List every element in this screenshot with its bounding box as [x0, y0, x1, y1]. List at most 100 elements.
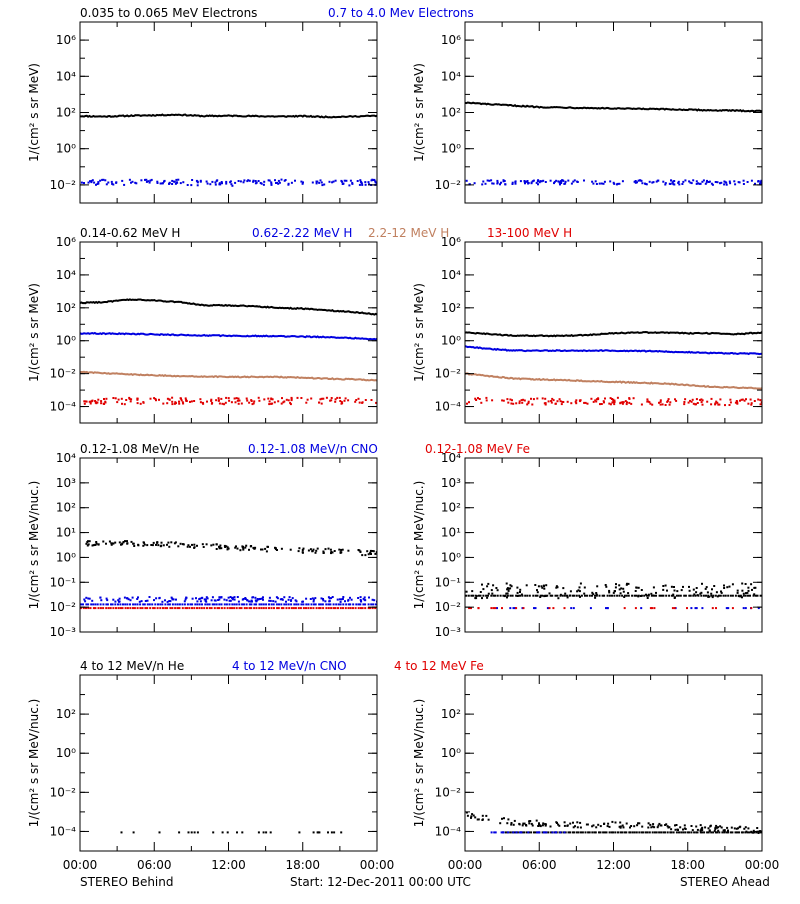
data-point [316, 180, 319, 183]
data-point [344, 600, 346, 603]
data-point [591, 594, 593, 597]
data-point [608, 594, 611, 597]
data-point [182, 181, 185, 184]
data-point [148, 181, 151, 184]
data-point [628, 831, 631, 834]
data-point [198, 607, 201, 610]
y-tick-label: 10² [441, 106, 461, 120]
data-point [248, 603, 251, 606]
data-point [175, 178, 178, 181]
data-point [536, 594, 539, 597]
data-point [760, 179, 762, 182]
legend-entry: 0.035 to 0.065 MeV Electrons [80, 6, 257, 20]
data-point [572, 826, 575, 829]
series-0-62-2-22-mev-h [80, 331, 377, 341]
data-point [505, 592, 508, 595]
data-point [625, 822, 628, 825]
data-point [327, 596, 330, 599]
data-point [594, 594, 596, 597]
data-point [372, 550, 375, 553]
data-point [257, 396, 260, 399]
data-point [521, 824, 524, 827]
data-point [519, 591, 521, 593]
data-point [123, 403, 126, 406]
data-point [728, 404, 731, 406]
data-point [94, 400, 97, 402]
data-point [84, 600, 87, 603]
data-point [566, 594, 568, 597]
data-point [288, 607, 291, 610]
data-point [281, 598, 284, 601]
data-point [342, 596, 345, 598]
data-point [588, 831, 591, 834]
data-point [82, 603, 84, 606]
data-point [314, 551, 317, 554]
data-point [189, 545, 191, 548]
data-point [349, 603, 352, 606]
data-point [104, 179, 107, 182]
data-point [715, 607, 717, 610]
data-point [631, 831, 634, 834]
data-point [523, 822, 526, 825]
data-point [575, 399, 578, 402]
data-point [699, 182, 702, 185]
data-point [174, 182, 177, 185]
data-point [728, 585, 731, 588]
data-point [729, 831, 732, 834]
data-point [215, 399, 218, 402]
data-point [155, 399, 157, 402]
data-point [479, 594, 482, 597]
data-point [236, 547, 239, 550]
data-point [599, 831, 602, 834]
data-point [85, 596, 88, 599]
data-point [188, 607, 191, 610]
series-line [465, 372, 762, 390]
data-point [510, 822, 513, 824]
series-0-12-1-08-mev-fe [468, 607, 762, 610]
data-point [637, 822, 639, 825]
data-point [97, 543, 100, 546]
data-point [97, 398, 100, 401]
data-point [99, 179, 102, 182]
data-point [696, 831, 699, 834]
data-point [218, 402, 221, 405]
data-point [241, 603, 244, 606]
data-point [345, 179, 348, 182]
data-point [92, 607, 95, 610]
data-point [80, 603, 83, 606]
plot-frame [464, 457, 763, 633]
data-point [599, 825, 602, 828]
data-point [360, 600, 363, 603]
data-point [681, 183, 684, 185]
data-point [255, 181, 258, 184]
data-point [528, 594, 531, 597]
data-point [210, 599, 213, 602]
data-point [628, 397, 631, 400]
data-point [559, 181, 562, 184]
data-point [587, 831, 590, 834]
data-point [674, 398, 676, 401]
data-point [217, 397, 220, 400]
data-point [712, 831, 715, 834]
data-point [472, 594, 475, 597]
data-point [119, 603, 122, 606]
data-point [714, 181, 717, 183]
data-point [692, 179, 695, 182]
data-point [564, 831, 567, 834]
data-point [218, 545, 220, 548]
data-point [695, 180, 698, 183]
data-point [563, 594, 566, 597]
data-point [648, 831, 651, 834]
data-point [343, 179, 346, 182]
data-point [309, 598, 312, 600]
data-point [756, 594, 759, 597]
data-point [276, 607, 279, 610]
data-point [290, 599, 292, 602]
data-point [711, 183, 714, 186]
data-point [613, 182, 616, 185]
y-axis-label: 1/(cm² s sr MeV/nuc.) [27, 481, 41, 610]
data-point [283, 603, 286, 606]
data-point [714, 826, 717, 829]
data-point [651, 181, 654, 184]
